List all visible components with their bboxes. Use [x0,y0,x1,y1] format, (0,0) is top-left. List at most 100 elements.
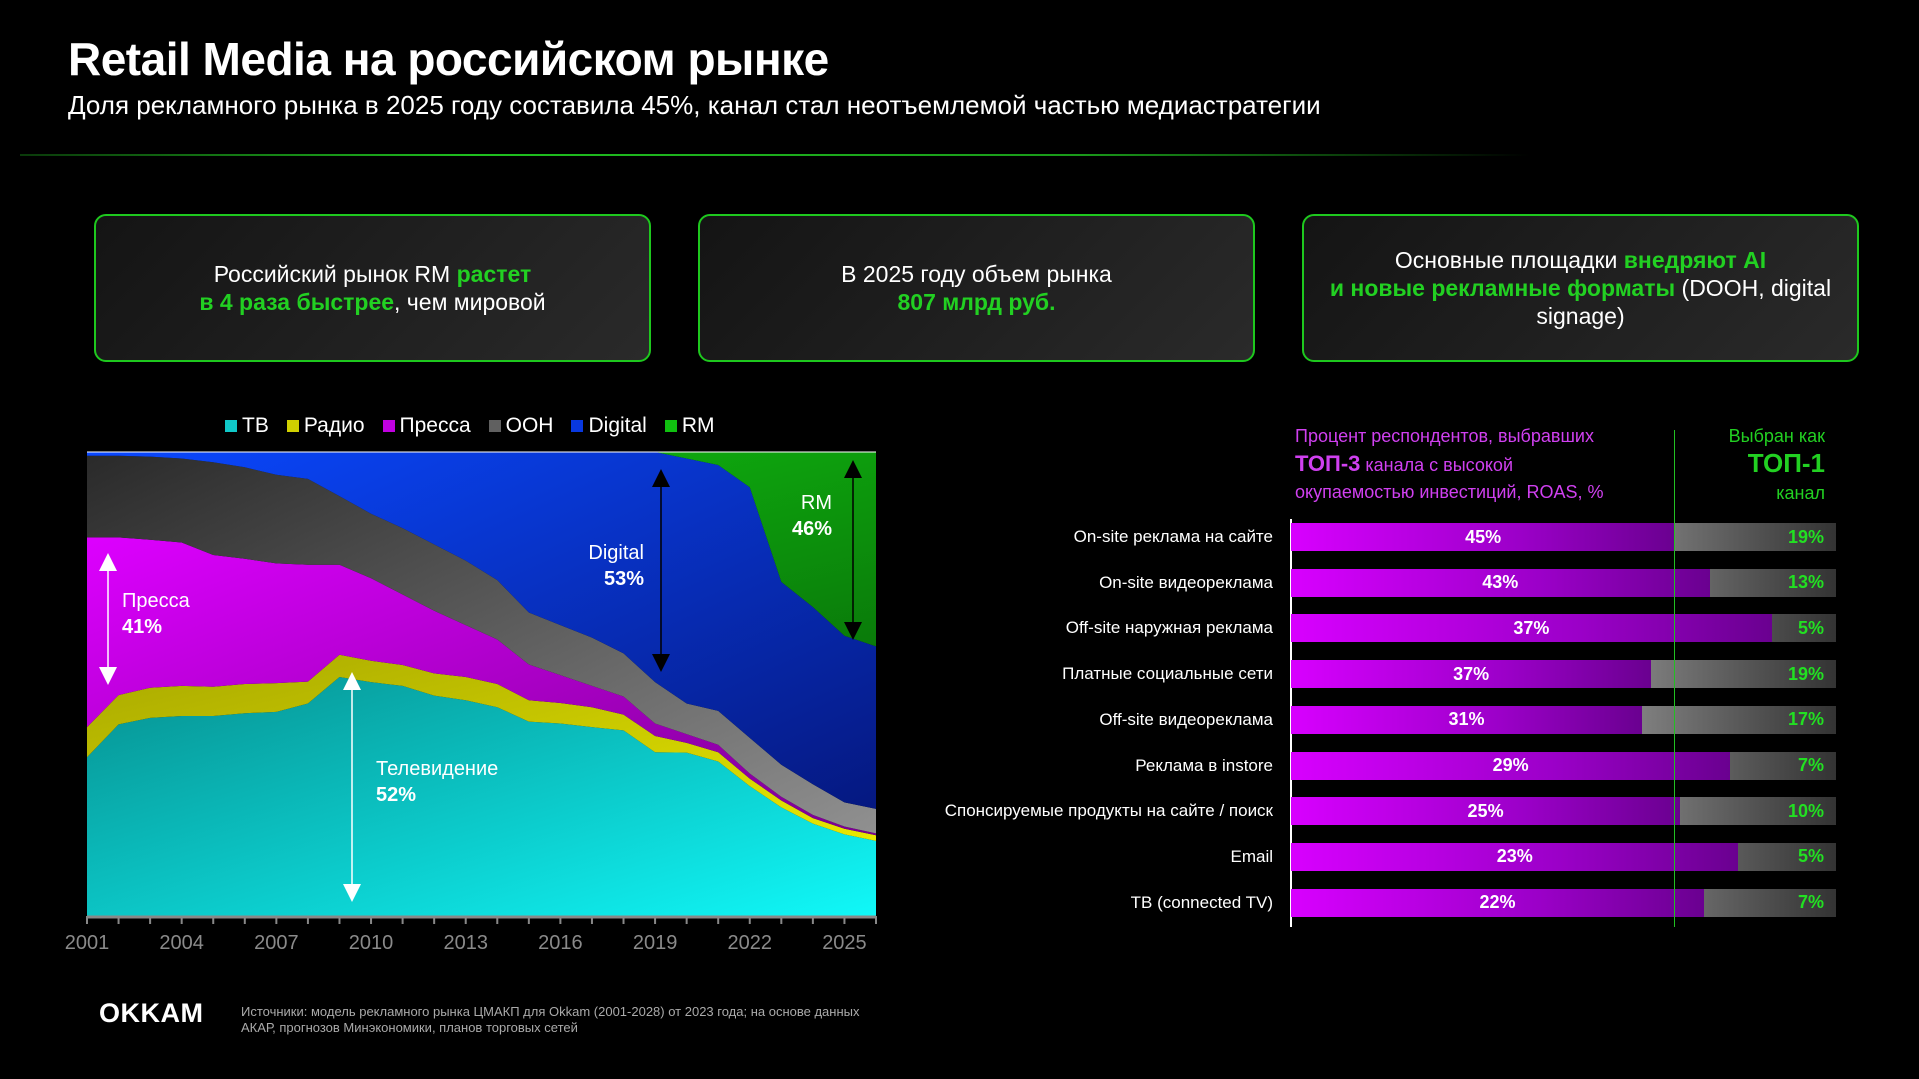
bar-top3 [1291,523,1676,551]
bar-row: 45% 19% [1291,523,1836,551]
bar-top1-label: 7% [1797,892,1824,913]
annotation-label: Digital [588,542,644,564]
annotation-value: 41% [122,616,163,638]
bar-top3-label: 31% [1448,709,1485,730]
card-highlight: растет [456,261,532,287]
title-bold: ТОП-3 [1295,451,1361,476]
bar-category-label: On-site видеореклама [1099,572,1273,592]
bar-top3-label: 23% [1496,846,1533,867]
bar-row: 31% 17% [1291,705,1836,734]
title-line: Процент респондентов, выбравших [1295,426,1594,446]
bar-row: 37% 19% [1291,660,1836,689]
source-note: Источники: модель рекламного рынка ЦМАКП… [241,1004,860,1035]
area-series-Пресса [87,537,876,836]
bar-top3-label: 22% [1479,892,1516,913]
card-highlight: в 4 раза быстрее [199,289,395,315]
x-tick-label: 2013 [443,932,488,954]
x-tick-label: 2010 [348,932,394,954]
chart-legend: ТВ Радио Пресса OOH Digital RM [225,414,715,438]
legend-item: RM [664,414,715,438]
card-text: , чем мировой [394,289,546,315]
legend-item: ТВ [225,414,269,438]
bar-category-label: Реклама в instore [1135,755,1273,775]
bar-top3 [1291,888,1705,917]
legend-label: Пресса [399,414,471,437]
bar-top3-label: 43% [1482,572,1519,593]
annotation-label: RM [800,492,832,514]
bar-category-label: Спонсируемые продукты на сайте / поиск [944,801,1273,821]
annotation-value: 53% [603,568,644,590]
bar-top3 [1291,751,1731,780]
bar-top3 [1291,797,1681,826]
bar-top3 [1291,842,1739,871]
bar-top3-label: 45% [1465,526,1502,547]
bar-row: 22% 7% [1291,888,1836,917]
bar-top3-label: 37% [1453,663,1490,684]
bar-category-label: Off-site видеореклама [1099,709,1273,729]
title-line: окупаемостью инвестиций, ROAS, % [1295,482,1604,502]
bar-top1-label: 19% [1787,663,1824,684]
x-tick-label: 2004 [159,932,204,954]
divider [20,154,1530,156]
legend-swatch [382,420,395,432]
annotation-digital: Digital 53% [560,540,644,592]
card-growth: Российский рынок RM растет в 4 раза быстр… [94,214,651,362]
annotation-label: Пресса [122,590,190,612]
area-series-OOH [87,455,876,834]
top1-header: Выбран как ТОП-1 канал [1680,423,1825,507]
card-volume: В 2025 году объем рынка 807 млрд руб. [698,214,1255,362]
bar-top3 [1291,660,1652,689]
arrow-rm-icon [844,460,862,640]
bar-top3-label: 25% [1467,800,1504,821]
annotation-value: 52% [376,784,417,806]
arrow-press-icon [99,553,117,685]
bar-category-label: ТВ (connected TV) [1130,892,1273,912]
annotation-tv: Телевидение 52% [376,756,498,808]
bar-top1-label: 5% [1797,617,1824,638]
bar-top1-label: 19% [1787,526,1824,547]
bar-row: 23% 5% [1291,842,1836,871]
x-tick-label: 2025 [822,932,867,954]
header-line: канал [1776,483,1825,503]
bar-row: 43% 13% [1291,568,1836,597]
legend-swatch [488,420,501,432]
bar-top3-label: 37% [1513,617,1550,638]
page-subtitle: Доля рекламного рынка в 2025 году состав… [68,90,1321,120]
bar-top1-label: 7% [1797,755,1824,775]
x-tick-label: 2007 [254,932,299,954]
card-text: В 2025 году объем рынка [841,261,1112,287]
okkam-logo: OKKAM [99,998,204,1028]
header-bold: ТОП-1 [1747,448,1825,478]
x-tick-label: 2019 [632,932,678,954]
bar-row: 29% 7% [1291,751,1836,780]
card-text: Основные площадки [1394,247,1624,273]
area-series-ТВ [87,677,876,916]
bar-chart-title: Процент респондентов, выбравших ТОП-3 кан… [1295,423,1603,506]
bar-row: 37% 5% [1291,614,1836,643]
legend-label: OOH [505,414,554,437]
area-series-RM [87,452,876,647]
bar-top3 [1291,614,1772,643]
annotation-rm: RM 46% [770,490,832,542]
arrow-tv-icon [343,672,361,902]
area-series-Радио [87,654,876,841]
card-highlight: внедряют AI [1623,247,1767,273]
header-line: Выбран как [1728,426,1825,446]
legend-swatch [664,420,677,432]
title-line: канала с высокой [1360,455,1513,475]
annotation-label: Телевидение [376,758,499,780]
bar-row: 25% 10% [1291,797,1836,826]
bar-top1-label: 13% [1787,572,1824,593]
card-text: Российский рынок RM [213,261,457,287]
bar-category-label: Email [1230,846,1273,866]
bar-top3 [1291,568,1710,597]
area-series-Digital [87,452,876,809]
bar-top3 [1291,705,1642,734]
legend-swatch [225,420,237,432]
bar-top1-label: 17% [1787,709,1824,730]
top1-divider-line [1674,430,1675,927]
card-text: (DOOH, digital signage) [1536,275,1832,329]
bar-category-label: Off-site наружная реклама [1065,618,1273,638]
x-tick-label: 2001 [64,932,110,954]
